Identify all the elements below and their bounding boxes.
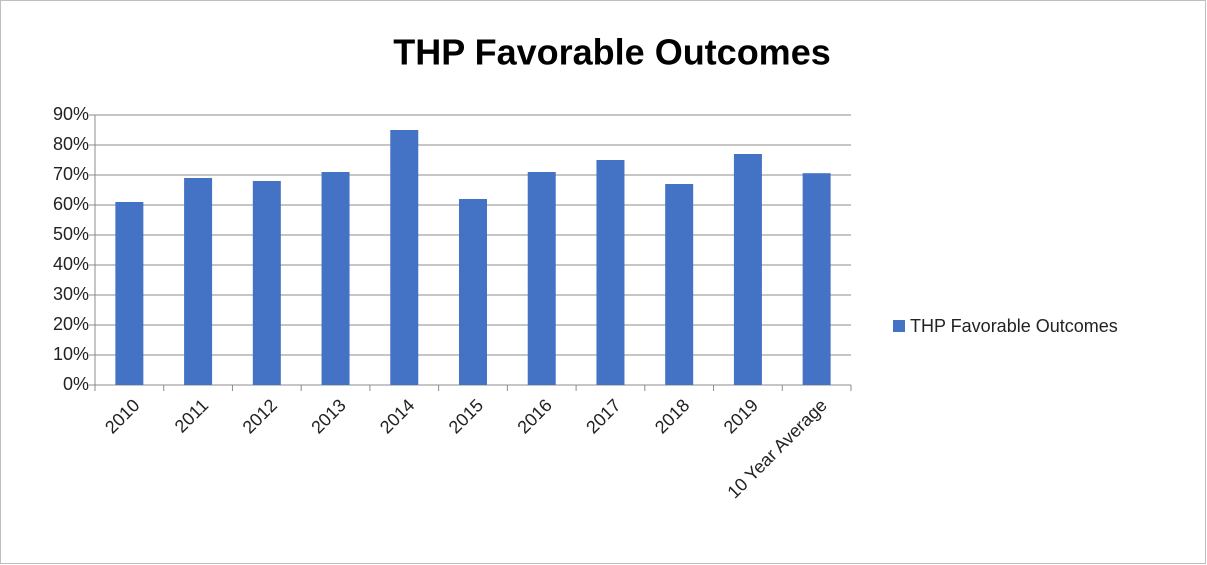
y-tick-label: 40% <box>53 254 89 274</box>
chart-title: THP Favorable Outcomes <box>393 32 830 73</box>
y-tick-label: 80% <box>53 134 89 154</box>
bar <box>733 154 762 385</box>
y-tick-label: 70% <box>53 164 89 184</box>
bar <box>459 199 487 385</box>
bar <box>596 160 625 385</box>
bar <box>184 178 213 385</box>
y-tick-label: 0% <box>63 374 89 394</box>
bar <box>390 130 419 385</box>
bar <box>802 173 831 385</box>
bar <box>321 172 350 385</box>
bar <box>252 181 281 385</box>
y-tick-label: 30% <box>53 284 89 304</box>
y-tick-label: 60% <box>53 194 89 214</box>
bar <box>665 184 694 385</box>
y-tick-label: 50% <box>53 224 89 244</box>
y-tick-label: 20% <box>53 314 89 334</box>
legend-label: THP Favorable Outcomes <box>910 316 1118 336</box>
legend-swatch <box>893 320 905 332</box>
bar <box>115 202 144 385</box>
y-tick-label: 90% <box>53 104 89 124</box>
y-tick-label: 10% <box>53 344 89 364</box>
bar <box>527 172 556 385</box>
